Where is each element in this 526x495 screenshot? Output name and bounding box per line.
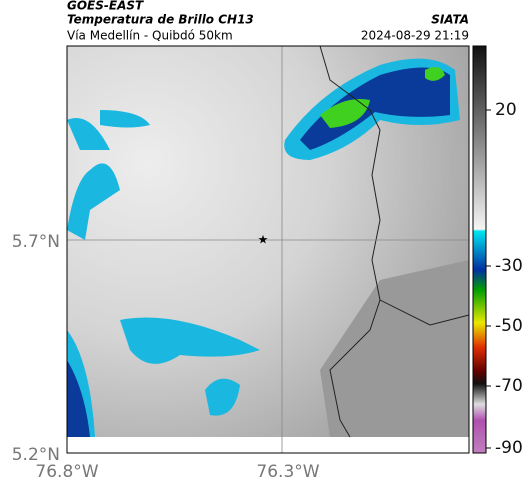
colorbar [472,45,487,454]
timestamp: 2024-08-29 21:19 [361,29,469,43]
colorbar-label: -90 [495,438,523,458]
lon-label: 76.8°W [35,462,98,482]
svg-text:★: ★ [258,233,269,247]
colorbar-label: 20 [495,100,517,120]
brand: SIATA [431,13,469,27]
colorbar-label: -30 [495,256,523,276]
lat-label: 5.7°N [12,232,60,252]
source: GOES-EAST [67,0,144,13]
map: ★ [66,45,470,454]
title: Temperatura de Brillo CH13 [67,13,254,27]
colorbar-label: -70 [495,376,523,396]
route: Vía Medellín - Quibdó 50km [67,29,233,43]
colorbar-label: -50 [495,316,523,336]
lat-label: 5.2°N [12,445,60,465]
lon-label: 76.3°W [256,462,319,482]
